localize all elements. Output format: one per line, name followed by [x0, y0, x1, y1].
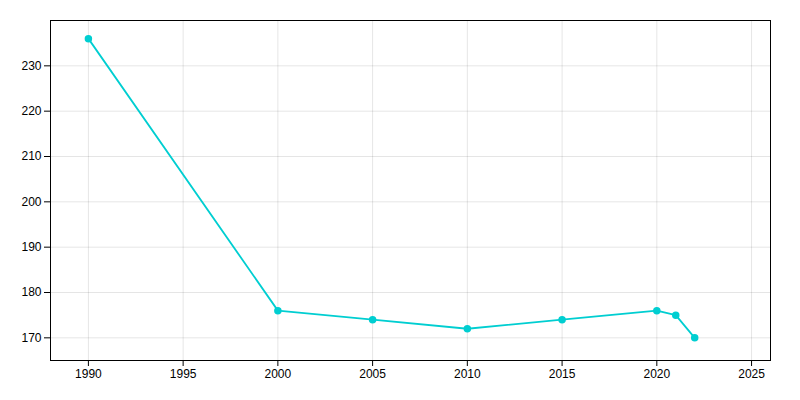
svg-text:1995: 1995 [170, 367, 197, 381]
svg-text:2010: 2010 [454, 367, 481, 381]
svg-text:200: 200 [21, 195, 41, 209]
svg-text:220: 220 [21, 104, 41, 118]
svg-text:190: 190 [21, 240, 41, 254]
svg-text:230: 230 [21, 59, 41, 73]
svg-text:210: 210 [21, 149, 41, 163]
svg-text:2005: 2005 [359, 367, 386, 381]
svg-text:2015: 2015 [549, 367, 576, 381]
svg-text:2000: 2000 [265, 367, 292, 381]
svg-text:2020: 2020 [643, 367, 670, 381]
svg-text:2025: 2025 [738, 367, 765, 381]
svg-text:180: 180 [21, 285, 41, 299]
svg-text:170: 170 [21, 331, 41, 345]
svg-text:1990: 1990 [75, 367, 102, 381]
